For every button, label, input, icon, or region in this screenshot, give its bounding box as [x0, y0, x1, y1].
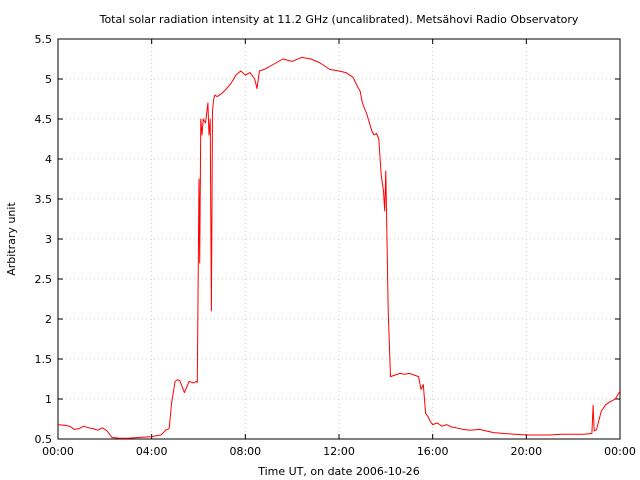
y-tick-label: 2.5 [35, 273, 53, 286]
y-tick-label: 4.5 [35, 113, 53, 126]
x-tick-label: 20:00 [510, 445, 542, 458]
x-tick-label: 04:00 [136, 445, 168, 458]
y-tick-label: 2 [45, 313, 52, 326]
x-tick-label: 12:00 [323, 445, 355, 458]
y-tick-label: 5 [45, 73, 52, 86]
x-tick-label: 16:00 [417, 445, 449, 458]
x-axis-label: Time UT, on date 2006-10-26 [257, 465, 420, 478]
y-tick-label: 3 [45, 233, 52, 246]
y-tick-labels: 0.5 1 1.5 2 2.5 3 3.5 4 4.5 5 5.5 [35, 33, 53, 446]
y-tick-label: 5.5 [35, 33, 53, 46]
series-group [57, 56, 621, 439]
grid [58, 39, 620, 439]
x-tick-label: 00:00 [604, 445, 636, 458]
y-tick-label: 1.5 [35, 353, 53, 366]
y-tick-label: 0.5 [35, 433, 53, 446]
plot-frame [57, 38, 621, 440]
y-tick-label: 3.5 [35, 193, 53, 206]
x-tick-label: 00:00 [42, 445, 74, 458]
x-tick-labels: 00:00 04:00 08:00 12:00 16:00 20:00 00:00 [42, 445, 636, 458]
x-tick-label: 08:00 [229, 445, 261, 458]
chart-title: Total solar radiation intensity at 11.2 … [99, 13, 579, 26]
series-line [57, 56, 621, 439]
y-tick-label: 1 [45, 393, 52, 406]
y-tick-label: 4 [45, 153, 52, 166]
y-axis-label: Arbitrary unit [5, 202, 18, 276]
